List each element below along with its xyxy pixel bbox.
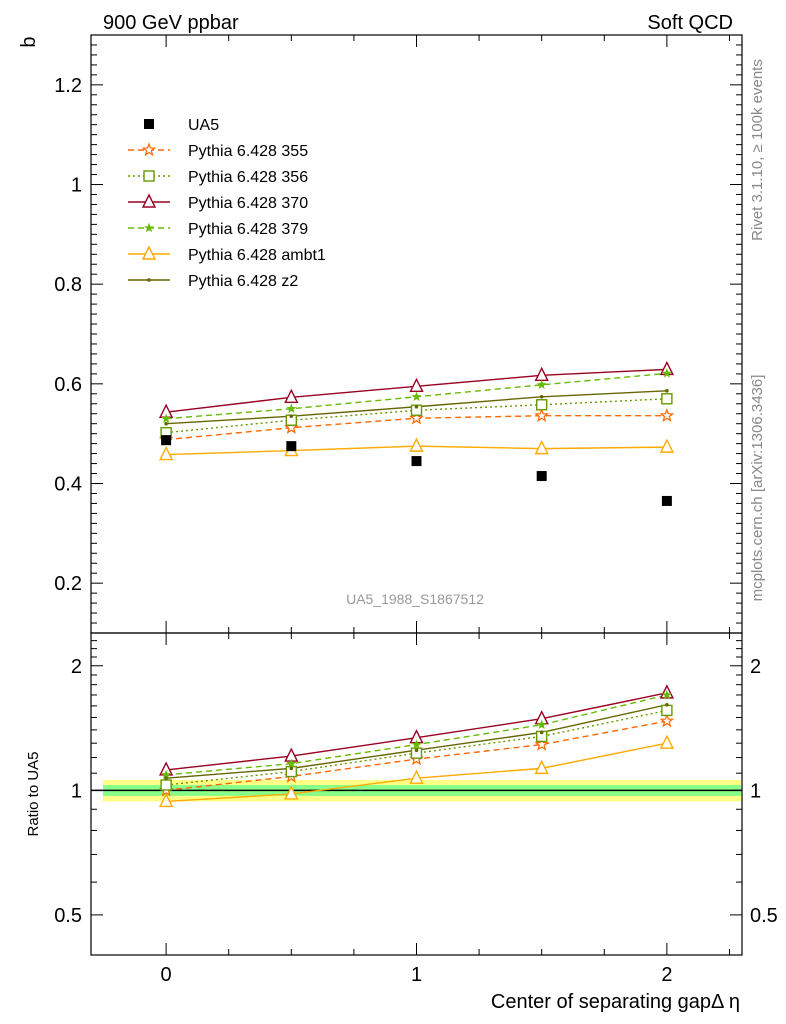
ratio-y-tick-label-right: 1 bbox=[750, 780, 761, 802]
main-marker-2-2 bbox=[409, 377, 424, 393]
ratio-marker-3-2 bbox=[411, 739, 422, 749]
ratio-marker-4-4 bbox=[659, 734, 675, 749]
legend-marker-3 bbox=[141, 193, 157, 208]
legend-label-5: Pythia 6.428 ambt1 bbox=[188, 247, 326, 264]
legend-marker-0 bbox=[144, 119, 154, 129]
ratio-marker-3-4 bbox=[661, 689, 672, 700]
ratio-marker-3-0 bbox=[161, 769, 172, 780]
main-marker-0-4 bbox=[659, 408, 675, 422]
ua5-point-2 bbox=[411, 456, 422, 467]
ratio-marker-3-1 bbox=[286, 758, 297, 768]
ratio-marker-5-2 bbox=[414, 748, 419, 753]
main-y-tick-label: 0.6 bbox=[54, 374, 82, 396]
ratio-marker-1-2 bbox=[410, 747, 423, 759]
ratio-marker-3-3 bbox=[536, 719, 547, 730]
main-marker-4-0 bbox=[158, 446, 174, 461]
left-title: 900 GeV ppbar bbox=[103, 12, 239, 34]
main-marker-4-4 bbox=[659, 438, 675, 453]
x-tick-label: 0 bbox=[161, 964, 172, 986]
main-y-tick-label: 1 bbox=[71, 175, 82, 197]
legend-marker-2 bbox=[143, 170, 155, 182]
rivet-label: Rivet 3.1.10, ≥ 100k events bbox=[749, 59, 766, 241]
legend-label-6: Pythia 6.428 z2 bbox=[188, 273, 298, 290]
main-marker-0-2 bbox=[409, 410, 424, 425]
legend-marker-1 bbox=[141, 142, 157, 157]
mcplots-label: mcplots.cern.ch [arXiv:1306.3436] bbox=[749, 375, 766, 602]
ratio-y-tick-label: 0.5 bbox=[54, 905, 82, 927]
main-y-tick-label: 1.2 bbox=[54, 75, 82, 97]
main-marker-5-3 bbox=[539, 394, 544, 399]
ratio-marker-5-1 bbox=[289, 766, 294, 771]
x-axis-label: Center of separating gapΔ η bbox=[491, 991, 740, 1013]
main-marker-2-1 bbox=[284, 388, 299, 403]
ratio-marker-5-3 bbox=[539, 730, 544, 735]
ratio-marker-4-2 bbox=[409, 769, 424, 784]
main-marker-0-3 bbox=[534, 408, 550, 422]
ratio-ylabel: Ratio to UA5 bbox=[25, 751, 42, 836]
main-marker-5-2 bbox=[414, 404, 419, 409]
ratio-panel: 0.5 0.5 1 1 2 2 0 1 2 Ratio to UA5 Center of se… bbox=[25, 632, 778, 1013]
analysis-label: UA5_1988_S1867512 bbox=[346, 591, 484, 607]
ua5-point-3 bbox=[536, 471, 547, 482]
x-tick-labels: 0 1 2 bbox=[161, 964, 673, 986]
legend-label-0: UA5 bbox=[188, 117, 219, 134]
main-marker-1-4 bbox=[661, 393, 673, 405]
legend-marker-6 bbox=[147, 278, 151, 282]
x-tick-label: 2 bbox=[661, 964, 672, 986]
main-series-markers bbox=[158, 360, 675, 461]
main-marker-5-4 bbox=[665, 389, 669, 393]
main-marker-2-3 bbox=[534, 366, 549, 382]
main-marker-4-2 bbox=[409, 437, 424, 452]
ratio-axis-ticks bbox=[91, 633, 742, 955]
ratio-marker-0-4 bbox=[659, 713, 675, 728]
ratio-marker-4-3 bbox=[534, 759, 549, 775]
main-y-tick-label: 0.8 bbox=[54, 274, 82, 296]
ratio-y-tick-labels: 0.5 0.5 1 1 2 2 bbox=[54, 656, 778, 927]
main-y-tick-labels: 0.2 0.4 0.6 0.8 1 1.2 bbox=[54, 75, 82, 595]
ratio-y-tick-label-right: 0.5 bbox=[750, 905, 778, 927]
main-marker-3-3 bbox=[536, 379, 547, 390]
main-marker-3-0 bbox=[161, 413, 172, 423]
main-marker-5-0 bbox=[164, 421, 168, 426]
legend-label-3: Pythia 6.428 370 bbox=[188, 195, 308, 212]
ua5-point-1 bbox=[286, 441, 297, 452]
legend-label-4: Pythia 6.428 379 bbox=[188, 221, 308, 238]
main-ylabel: b bbox=[18, 36, 40, 47]
main-marker-3-1 bbox=[286, 403, 297, 413]
ratio-marker-4-0 bbox=[158, 792, 174, 808]
legend-label-1: Pythia 6.428 355 bbox=[188, 143, 308, 160]
ua5-point-0 bbox=[161, 435, 172, 446]
ua5-data-points bbox=[161, 435, 672, 506]
main-marker-3-2 bbox=[411, 391, 422, 402]
main-y-tick-label: 0.4 bbox=[54, 474, 82, 496]
legend-marker-4 bbox=[144, 222, 154, 233]
x-tick-label: 1 bbox=[411, 964, 422, 986]
main-panel: b 0.2 0.4 0.6 0.8 1 1.2 UA5 Pythia 6.428 355 Py… bbox=[18, 34, 743, 634]
main-marker-3-4 bbox=[661, 368, 672, 378]
right-title: Soft QCD bbox=[647, 12, 733, 34]
ua5-point-4 bbox=[661, 495, 672, 506]
legend-label-2: Pythia 6.428 356 bbox=[188, 169, 308, 186]
main-marker-5-1 bbox=[289, 414, 294, 419]
ratio-marker-5-0 bbox=[164, 776, 168, 780]
ratio-marker-4-1 bbox=[284, 785, 299, 800]
ratio-series-markers bbox=[158, 684, 675, 808]
ratio-line-1 bbox=[166, 709, 668, 786]
legend-marker-5 bbox=[141, 245, 157, 260]
main-marker-1-3 bbox=[535, 399, 548, 411]
ratio-marker-0-3 bbox=[534, 736, 550, 751]
ratio-y-tick-label-right: 2 bbox=[750, 656, 761, 678]
main-marker-4-3 bbox=[534, 440, 549, 455]
ratio-frame bbox=[90, 632, 743, 956]
legend: UA5 Pythia 6.428 355 Pythia 6.428 356 Pythi… bbox=[128, 117, 326, 290]
main-y-tick-label: 0.2 bbox=[54, 573, 82, 595]
ratio-y-tick-label: 1 bbox=[71, 780, 82, 802]
ratio-y-tick-label: 2 bbox=[71, 656, 82, 678]
ratio-marker-1-4 bbox=[661, 704, 673, 717]
ratio-marker-5-4 bbox=[665, 702, 669, 707]
ratio-marker-1-0 bbox=[160, 779, 172, 791]
